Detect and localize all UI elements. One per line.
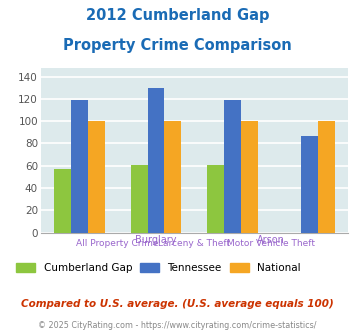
Text: Larceny & Theft: Larceny & Theft: [158, 239, 230, 248]
Text: Property Crime Comparison: Property Crime Comparison: [63, 38, 292, 53]
Text: © 2025 CityRating.com - https://www.cityrating.com/crime-statistics/: © 2025 CityRating.com - https://www.city…: [38, 321, 317, 330]
Text: 2012 Cumberland Gap: 2012 Cumberland Gap: [86, 8, 269, 23]
Bar: [131, 165, 148, 233]
Text: All Property Crime: All Property Crime: [76, 239, 159, 248]
Text: Burglary: Burglary: [135, 235, 177, 245]
Bar: [301, 136, 318, 233]
Bar: [241, 121, 258, 233]
Bar: [148, 88, 164, 233]
Bar: [54, 169, 71, 233]
Bar: [88, 121, 104, 233]
Bar: [224, 100, 241, 233]
Bar: [318, 121, 335, 233]
Bar: [207, 165, 224, 233]
Text: Compared to U.S. average. (U.S. average equals 100): Compared to U.S. average. (U.S. average …: [21, 299, 334, 309]
Text: Arson: Arson: [257, 235, 285, 245]
Text: Motor Vehicle Theft: Motor Vehicle Theft: [227, 239, 315, 248]
Bar: [71, 100, 88, 233]
Bar: [164, 121, 181, 233]
Legend: Cumberland Gap, Tennessee, National: Cumberland Gap, Tennessee, National: [12, 258, 305, 277]
